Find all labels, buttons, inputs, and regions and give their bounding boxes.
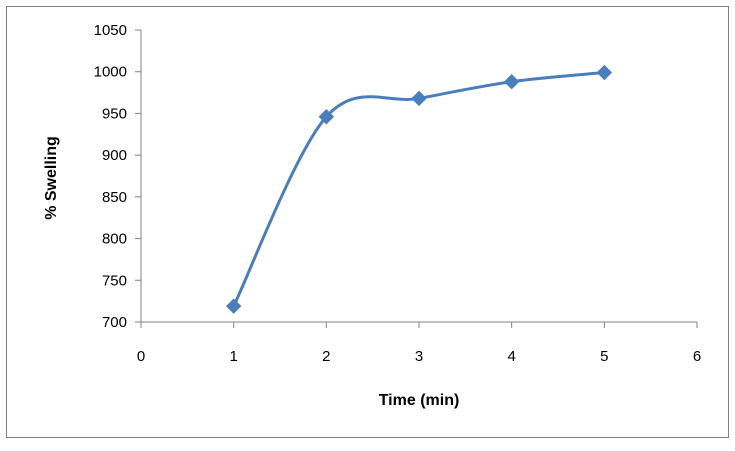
data-point-marker (596, 64, 613, 81)
x-tick-label: 5 (600, 348, 608, 365)
x-tick-label: 6 (693, 348, 701, 365)
x-tick-label: 1 (229, 348, 237, 365)
data-point-marker (225, 298, 242, 314)
data-point-marker (503, 74, 520, 90)
x-tick-label: 2 (322, 348, 330, 365)
data-points (225, 64, 613, 314)
y-tick-label: 900 (102, 147, 127, 164)
x-tick-label: 0 (137, 348, 145, 365)
data-point-marker (411, 90, 427, 107)
x-tick-label: 3 (415, 348, 423, 365)
y-tick-label: 1000 (94, 64, 127, 81)
y-axis-title: % Swelling (43, 136, 60, 220)
x-tick-label: 4 (507, 348, 515, 365)
y-tick-label: 950 (102, 105, 127, 122)
data-point-marker (318, 109, 335, 125)
chart-border (6, 6, 729, 438)
y-tick-label: 850 (102, 189, 127, 206)
y-tick-label: 700 (102, 314, 127, 331)
axes (135, 29, 698, 328)
tick-labels: 700 750 800 850 900 950 1000 1050 0 1 2 3 4 5 6 (94, 22, 702, 365)
series-line (232, 71, 605, 307)
x-axis-title: Time (min) (379, 392, 460, 409)
y-tick-label: 1050 (94, 22, 127, 39)
y-tick-label: 750 (102, 272, 127, 289)
y-tick-label: 800 (102, 231, 127, 248)
